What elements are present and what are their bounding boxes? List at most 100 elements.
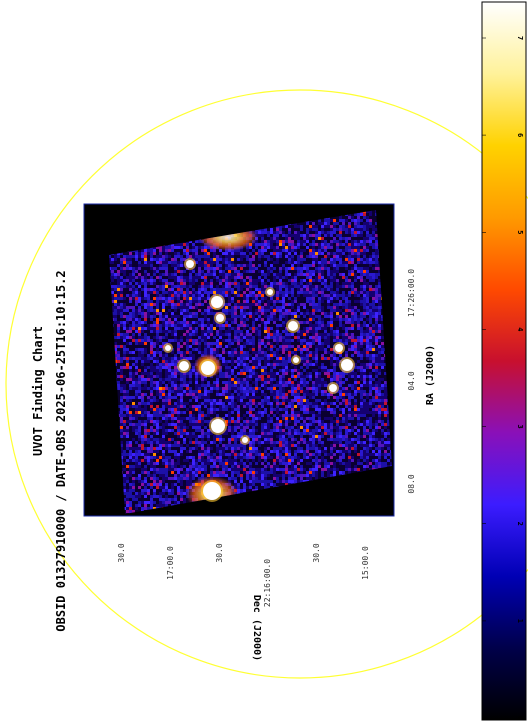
sky-pixel [348,219,351,222]
sky-pixel [243,282,246,285]
sky-pixel [156,255,159,258]
sky-pixel [231,318,234,321]
sky-pixel [336,315,339,318]
sky-pixel [231,297,234,300]
sky-pixel [150,276,153,279]
sky-pixel [339,237,342,240]
sky-pixel [294,339,297,342]
sky-pixel [363,300,366,303]
sky-pixel [336,273,339,276]
sky-pixel [222,306,225,309]
sky-pixel [273,276,276,279]
sky-pixel [378,306,381,309]
sky-pixel [333,282,336,285]
sky-pixel [150,327,153,330]
sky-pixel [279,243,282,246]
sky-pixel [267,252,270,255]
sky-pixel [312,273,315,276]
sky-pixel [189,294,192,297]
sky-pixel [321,306,324,309]
sky-pixel [219,327,222,330]
sky-pixel [285,234,288,237]
sky-pixel [138,309,141,312]
sky-pixel [357,240,360,243]
sky-pixel [345,312,348,315]
sky-pixel [369,264,372,267]
sky-pixel [165,282,168,285]
sky-pixel [261,342,264,345]
sky-pixel [351,270,354,273]
sky-pixel [189,249,192,252]
sky-pixel [252,339,255,342]
sky-pixel [339,270,342,273]
sky-pixel [201,330,204,333]
sky-pixel [174,309,177,312]
sky-pixel [255,231,258,234]
sky-pixel [369,219,372,222]
sky-pixel [360,219,363,222]
sky-pixel [135,282,138,285]
sky-pixel [132,336,135,339]
sky-pixel [177,285,180,288]
sky-pixel [309,270,312,273]
sky-pixel [231,309,234,312]
sky-pixel [264,345,267,348]
sky-pixel [282,243,285,246]
sky-pixel [333,225,336,228]
sky-pixel [255,255,258,258]
sky-pixel [360,225,363,228]
sky-pixel [375,279,378,282]
sky-pixel [225,330,228,333]
sky-pixel [120,303,123,306]
sky-pixel [339,246,342,249]
sky-pixel [354,267,357,270]
sky-pixel [252,303,255,306]
sky-pixel [168,309,171,312]
sky-pixel [276,336,279,339]
sky-pixel [369,321,372,324]
sky-pixel [177,315,180,318]
sky-pixel [273,303,276,306]
sky-pixel [321,231,324,234]
sky-pixel [261,321,264,324]
sky-pixel [324,249,327,252]
sky-pixel [114,312,117,315]
sky-pixel [261,249,264,252]
sky-pixel [255,303,258,306]
sky-pixel [324,255,327,258]
sky-pixel [228,282,231,285]
sky-pixel [282,291,285,294]
sky-pixel [249,327,252,330]
sky-pixel [330,321,333,324]
sky-pixel [114,342,117,345]
sky-pixel [360,315,363,318]
sky-pixel [285,252,288,255]
sky-pixel [201,288,204,291]
sky-pixel [282,261,285,264]
sky-pixel [291,264,294,267]
sky-pixel [114,318,117,321]
sky-pixel [180,270,183,273]
sky-pixel [282,309,285,312]
sky-pixel [336,306,339,309]
sky-pixel [300,276,303,279]
sky-pixel [270,279,273,282]
sky-pixel [186,288,189,291]
sky-pixel [201,273,204,276]
sky-pixel [333,267,336,270]
sky-pixel [363,222,366,225]
sky-pixel [351,345,354,348]
sky-pixel [147,336,150,339]
sky-pixel [228,255,231,258]
sky-pixel [111,300,114,303]
sky-pixel [339,300,342,303]
sky-pixel [129,282,132,285]
sky-pixel [381,318,384,321]
sky-pixel [189,297,192,300]
sky-pixel [159,255,162,258]
sky-pixel [138,252,141,255]
sky-pixel [333,249,336,252]
sky-pixel [126,282,129,285]
sky-pixel [363,339,366,342]
sky-pixel [111,270,114,273]
